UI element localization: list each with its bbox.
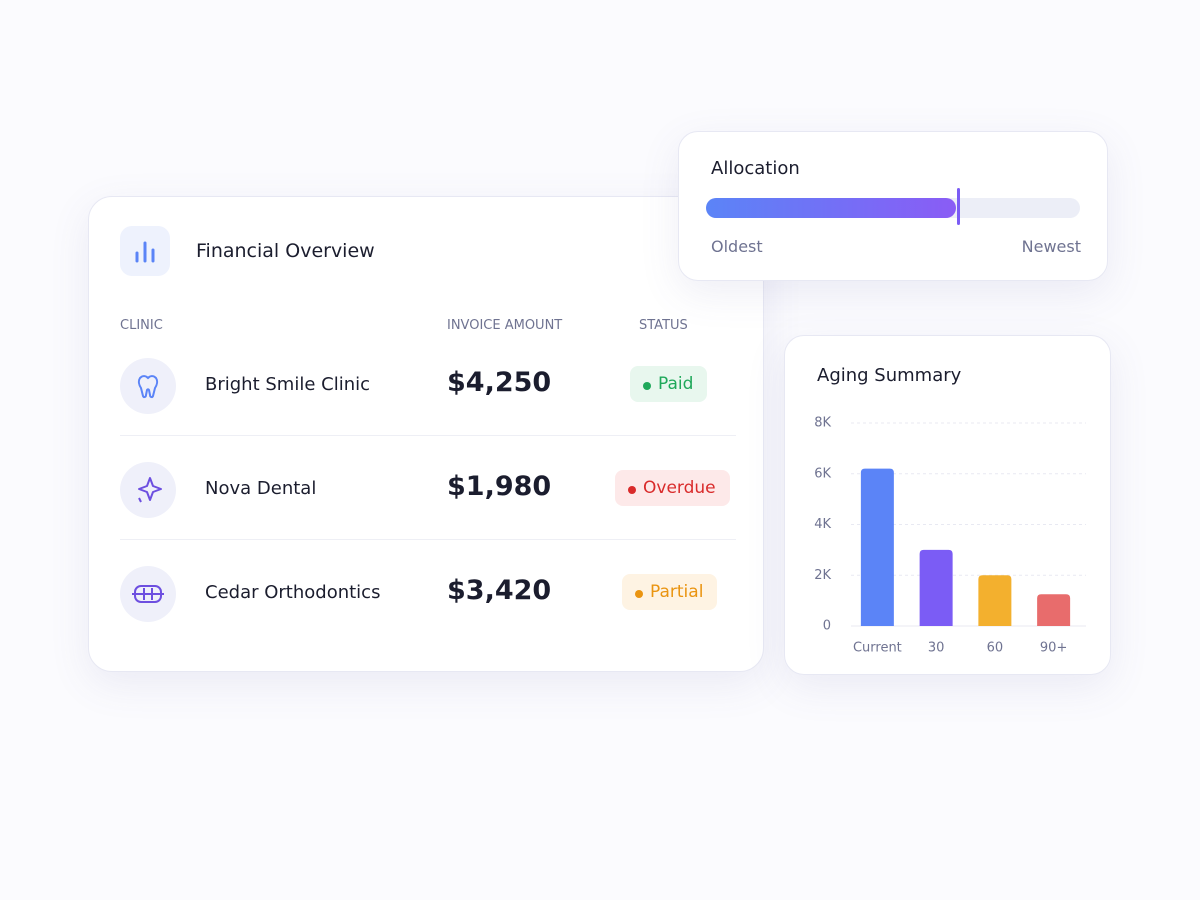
clinic-name: Bright Smile Clinic xyxy=(205,374,370,395)
invoice-amount: $1,980 xyxy=(447,471,552,502)
min-label: Oldest xyxy=(711,237,763,256)
status-badge: Paid xyxy=(630,366,708,402)
clinic-icon xyxy=(120,566,176,622)
clinic-name: Cedar Orthodontics xyxy=(205,582,381,603)
allocation-card: Allocation Oldest Newest xyxy=(678,131,1108,281)
status-badge: Partial xyxy=(622,574,718,610)
card-title: Allocation xyxy=(711,158,800,179)
x-tick-label: 60 xyxy=(987,641,1004,656)
y-tick-label: 0 xyxy=(823,619,831,634)
bar xyxy=(978,575,1012,626)
chart-title: Aging Summary xyxy=(817,365,962,386)
financial-overview-card: Financial Overview CLINIC INVOICE AMOUNT… xyxy=(88,196,764,672)
slider-fill xyxy=(706,198,956,218)
chart: Aging Summary 0 2K 4K 6K 8K Current 30 60 90+ xyxy=(814,365,1086,656)
x-tick-label: 30 xyxy=(928,641,945,656)
aging-summary-card: Aging Summary 0 2K 4K 6K 8K Current 30 60 90+ xyxy=(784,335,1111,675)
row-divider xyxy=(120,435,736,436)
y-tick-label: 6K xyxy=(814,466,831,481)
column-header: CLINIC xyxy=(120,318,163,333)
x-tick-label: Current xyxy=(853,641,902,656)
invoice-amount: $3,420 xyxy=(447,575,552,606)
row-divider xyxy=(120,539,736,540)
max-label: Newest xyxy=(1021,237,1081,256)
invoice-amount: $4,250 xyxy=(447,367,552,398)
card-title: Financial Overview xyxy=(196,240,375,262)
clinic-name: Nova Dental xyxy=(205,478,317,499)
y-tick-label: 2K xyxy=(814,568,831,583)
column-header: STATUS xyxy=(639,318,688,333)
bar xyxy=(1037,594,1071,626)
y-tick-label: 8K xyxy=(814,416,831,431)
slider-handle[interactable] xyxy=(957,188,960,225)
clinic-icon xyxy=(120,462,176,518)
bar xyxy=(860,468,894,626)
icon-box xyxy=(120,226,170,276)
y-tick-label: 4K xyxy=(814,517,831,532)
clinic-icon xyxy=(120,358,176,414)
x-tick-label: 90+ xyxy=(1040,641,1067,656)
column-header: INVOICE AMOUNT xyxy=(447,318,563,333)
bar-icon xyxy=(135,241,155,263)
status-badge: Overdue xyxy=(615,470,730,506)
bar xyxy=(919,549,953,626)
